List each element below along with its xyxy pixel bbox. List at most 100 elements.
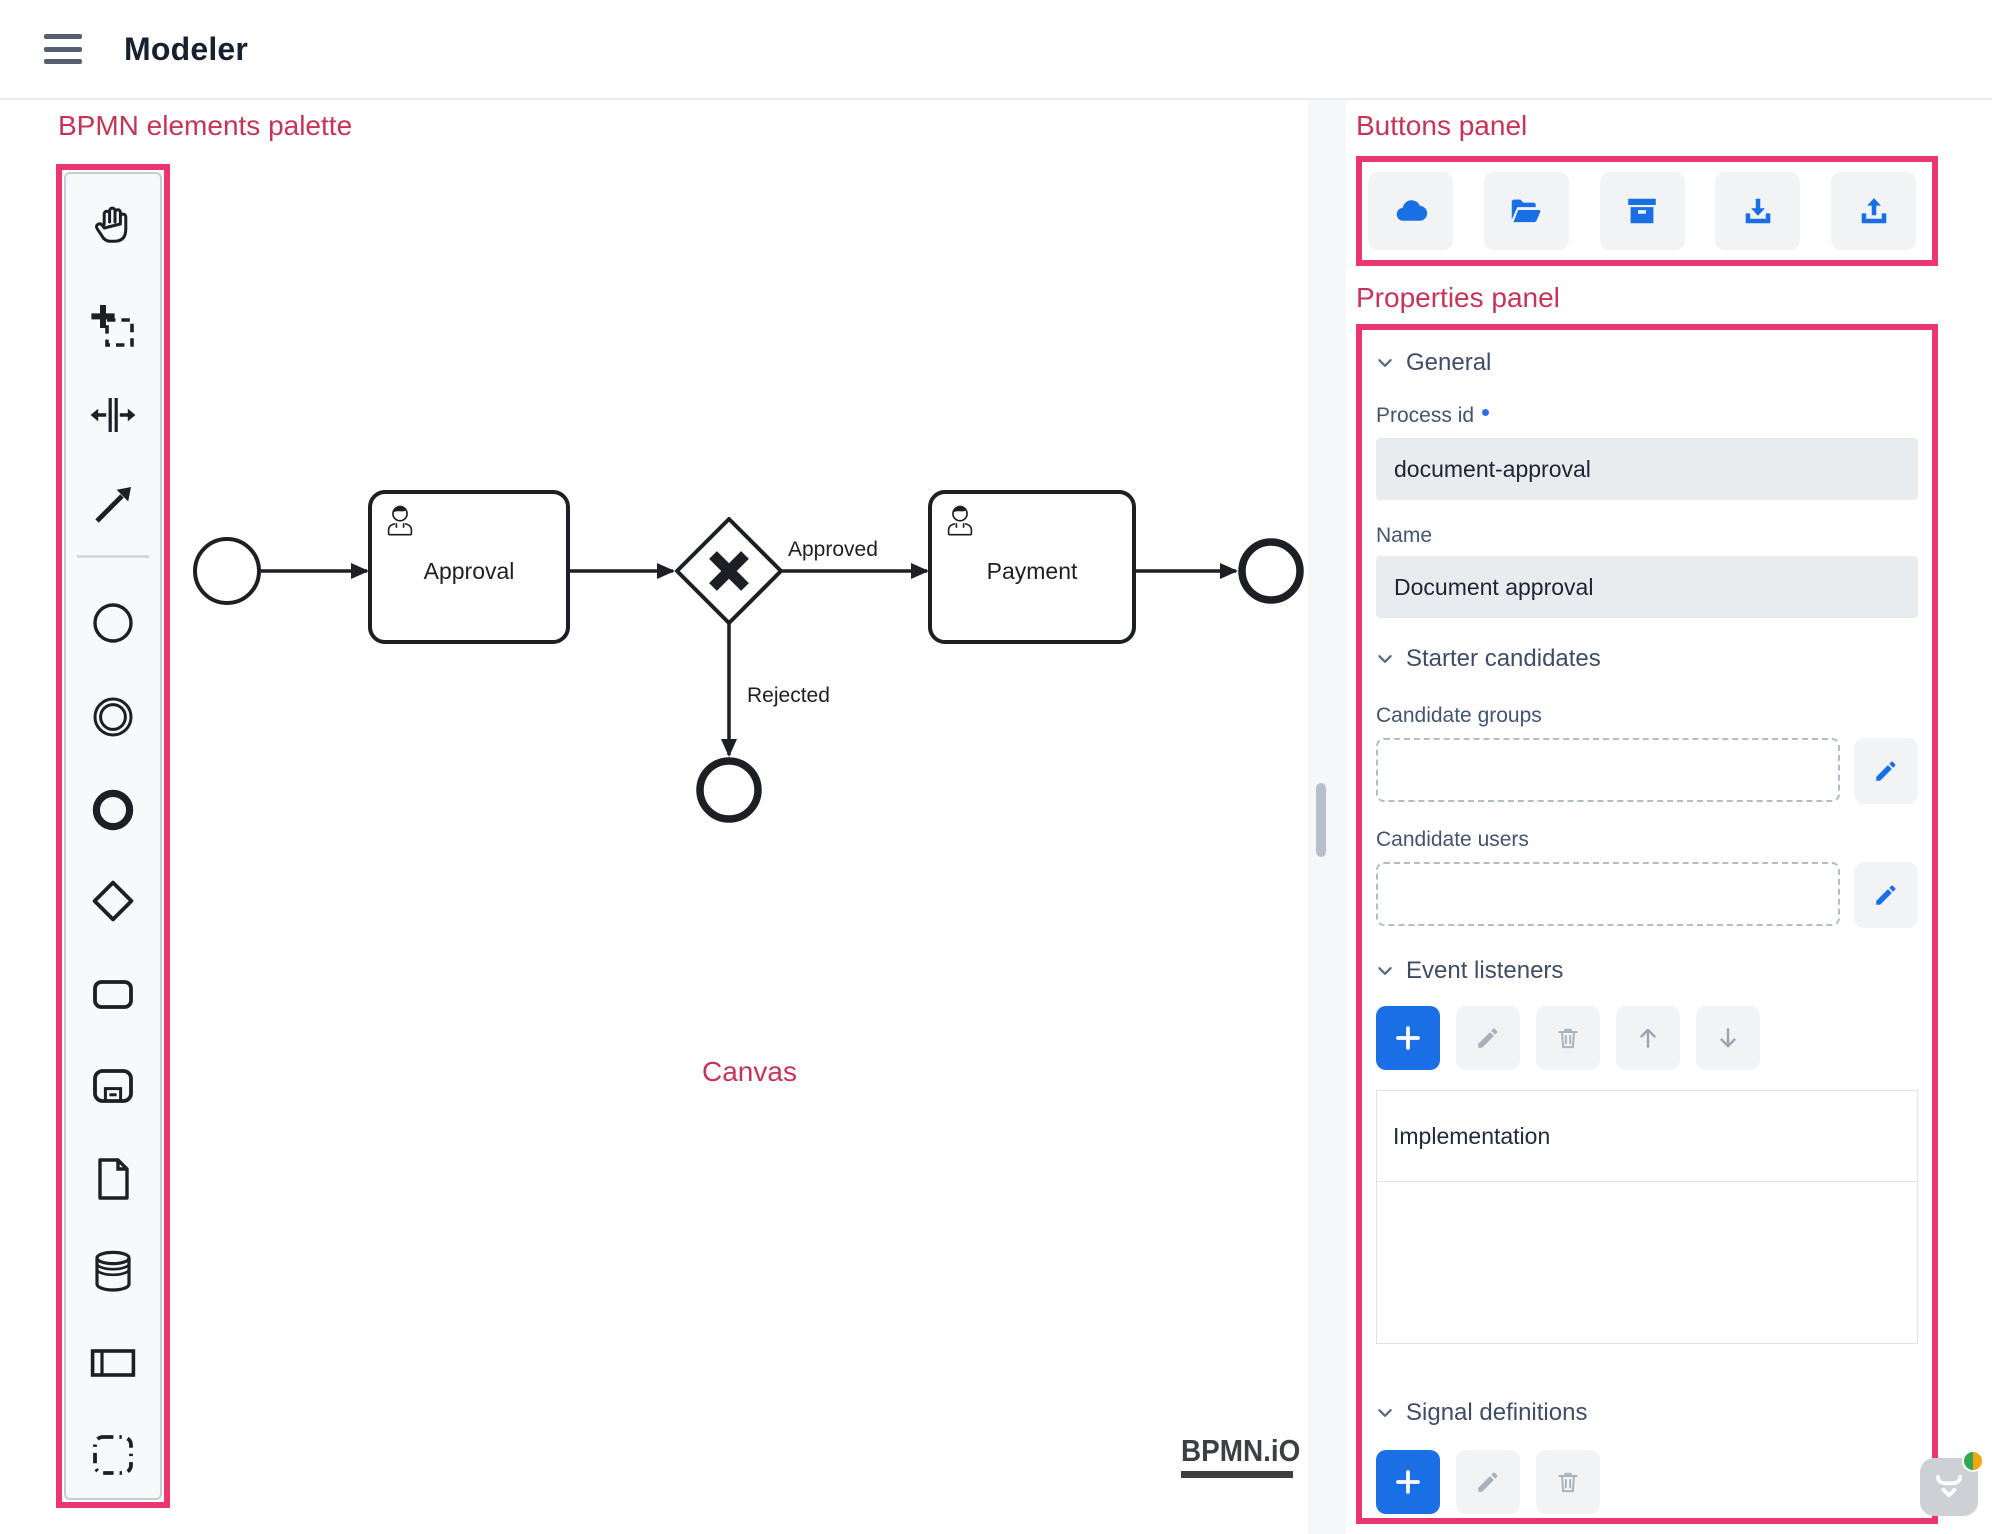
- candidate-users-label: Candidate users: [1376, 828, 1529, 851]
- upload-icon: [1861, 198, 1886, 224]
- section-general-title: General: [1406, 349, 1492, 376]
- pencil-icon: [1876, 761, 1896, 781]
- download-button[interactable]: [1715, 172, 1801, 250]
- section-general[interactable]: General: [1376, 348, 1918, 378]
- create-data-store-icon[interactable]: [89, 1247, 137, 1295]
- add-signal-definition-button[interactable]: [1376, 1450, 1440, 1514]
- required-dot: [1482, 408, 1490, 416]
- app-title: Modeler: [124, 30, 249, 67]
- extension-logo-icon: [1936, 1474, 1962, 1498]
- candidate-groups-label: Candidate groups: [1376, 704, 1542, 727]
- canvas-annotation-label: Canvas: [702, 1056, 797, 1087]
- buttons-highlight-box: [1356, 156, 1938, 266]
- global-connect-tool-icon[interactable]: [89, 481, 137, 529]
- archive-icon: [1628, 198, 1656, 224]
- gateway-x-marker: [709, 551, 749, 591]
- candidate-groups-input[interactable]: [1376, 738, 1840, 802]
- process-id-label: Process id: [1376, 404, 1918, 428]
- name-input[interactable]: [1376, 556, 1918, 618]
- move-up-button[interactable]: [1616, 1006, 1680, 1070]
- task-payment[interactable]: Payment: [928, 490, 1136, 644]
- create-participant-icon[interactable]: [89, 1339, 137, 1387]
- bpmn-palette: [64, 172, 162, 1500]
- edit-candidate-users-button[interactable]: [1854, 862, 1918, 928]
- task-approval[interactable]: Approval: [368, 490, 570, 644]
- properties-highlight-box: General Process id Name Starter candidat…: [1356, 324, 1938, 1524]
- chevron-down-icon: [1378, 655, 1392, 663]
- edit-signal-definition-button[interactable]: [1456, 1450, 1520, 1514]
- end-event-rejected[interactable]: [696, 757, 762, 823]
- end-event-approved[interactable]: [1238, 538, 1304, 604]
- pencil-icon: [1478, 1028, 1498, 1048]
- bpmn-io-logo-text: BPMN.iO: [1181, 1433, 1301, 1468]
- lasso-tool-icon[interactable]: [89, 302, 137, 350]
- space-tool-icon[interactable]: [89, 391, 137, 439]
- add-event-listener-button[interactable]: [1376, 1006, 1440, 1070]
- event-listeners-column-header: Implementation: [1377, 1091, 1917, 1182]
- archive-button[interactable]: [1599, 172, 1685, 250]
- cloud-button[interactable]: [1368, 172, 1453, 250]
- upload-button[interactable]: [1831, 172, 1916, 250]
- pencil-icon: [1478, 1472, 1498, 1492]
- create-end-event-icon[interactable]: [89, 786, 137, 834]
- chevron-down-icon: [1378, 967, 1392, 975]
- arrow-down-icon: [1720, 1028, 1736, 1048]
- palette-highlight-box: [56, 164, 170, 1508]
- open-folder-icon: [1512, 199, 1541, 223]
- chevron-down-icon: [1378, 359, 1392, 367]
- flow-label-approved: Approved: [788, 538, 878, 561]
- arrow-up-icon: [1640, 1028, 1656, 1048]
- section-event-listeners[interactable]: Event listeners: [1376, 956, 1918, 986]
- move-down-button[interactable]: [1696, 1006, 1760, 1070]
- flow-label-rejected: Rejected: [747, 684, 830, 707]
- app-header: Modeler: [0, 0, 1992, 100]
- section-signal-definitions-title: Signal definitions: [1406, 1399, 1588, 1426]
- trash-icon: [1558, 1472, 1578, 1493]
- start-event[interactable]: [193, 537, 261, 605]
- delete-signal-definition-button[interactable]: [1536, 1450, 1600, 1514]
- event-listeners-table: Implementation: [1376, 1090, 1918, 1344]
- create-data-object-icon[interactable]: [89, 1155, 137, 1203]
- exclusive-gateway[interactable]: [675, 517, 783, 625]
- task-label: Payment: [987, 558, 1078, 584]
- download-icon: [1745, 198, 1771, 224]
- edit-candidate-groups-button[interactable]: [1854, 738, 1918, 804]
- plus-icon: [1396, 1026, 1420, 1050]
- palette-annotation-label: BPMN elements palette: [58, 110, 353, 141]
- section-event-listeners-title: Event listeners: [1406, 957, 1564, 984]
- edit-event-listener-button[interactable]: [1456, 1006, 1520, 1070]
- extension-status-dot: [1962, 1450, 1984, 1472]
- section-starter-candidates[interactable]: Starter candidates: [1376, 644, 1918, 674]
- create-group-icon[interactable]: [89, 1431, 137, 1479]
- name-label: Name: [1376, 524, 1433, 547]
- section-signal-definitions[interactable]: Signal definitions: [1376, 1398, 1918, 1428]
- panel-resize-handle[interactable]: [1316, 783, 1326, 857]
- user-task-icon: [947, 505, 973, 536]
- candidate-users-input[interactable]: [1376, 862, 1840, 926]
- section-starter-candidates-title: Starter candidates: [1406, 645, 1601, 672]
- hand-tool-icon[interactable]: [89, 202, 137, 250]
- plus-icon: [1396, 1470, 1420, 1494]
- trash-icon: [1558, 1028, 1578, 1049]
- panel-divider: [1308, 100, 1346, 1534]
- chevron-down-icon: [1378, 1409, 1392, 1417]
- create-subprocess-icon[interactable]: [89, 1062, 137, 1110]
- create-intermediate-event-icon[interactable]: [89, 693, 137, 741]
- bpmn-io-logo-underline: [1181, 1471, 1293, 1478]
- bpmn-canvas[interactable]: Approval Approved Payment Reject: [170, 100, 1310, 1110]
- bpmn-io-logo[interactable]: BPMN.iO: [1181, 1433, 1314, 1478]
- palette-separator: [77, 555, 149, 558]
- process-id-input[interactable]: [1376, 438, 1918, 500]
- task-label: Approval: [424, 558, 515, 584]
- buttons-annotation-label: Buttons panel: [1356, 110, 1528, 141]
- delete-event-listener-button[interactable]: [1536, 1006, 1600, 1070]
- open-file-button[interactable]: [1483, 172, 1569, 250]
- properties-annotation-label: Properties panel: [1356, 282, 1560, 313]
- cloud-icon: [1396, 200, 1427, 221]
- create-gateway-icon[interactable]: [89, 877, 137, 925]
- create-task-icon[interactable]: [89, 970, 137, 1018]
- pencil-icon: [1876, 885, 1896, 905]
- create-start-event-icon[interactable]: [89, 599, 137, 647]
- menu-icon[interactable]: [44, 34, 82, 64]
